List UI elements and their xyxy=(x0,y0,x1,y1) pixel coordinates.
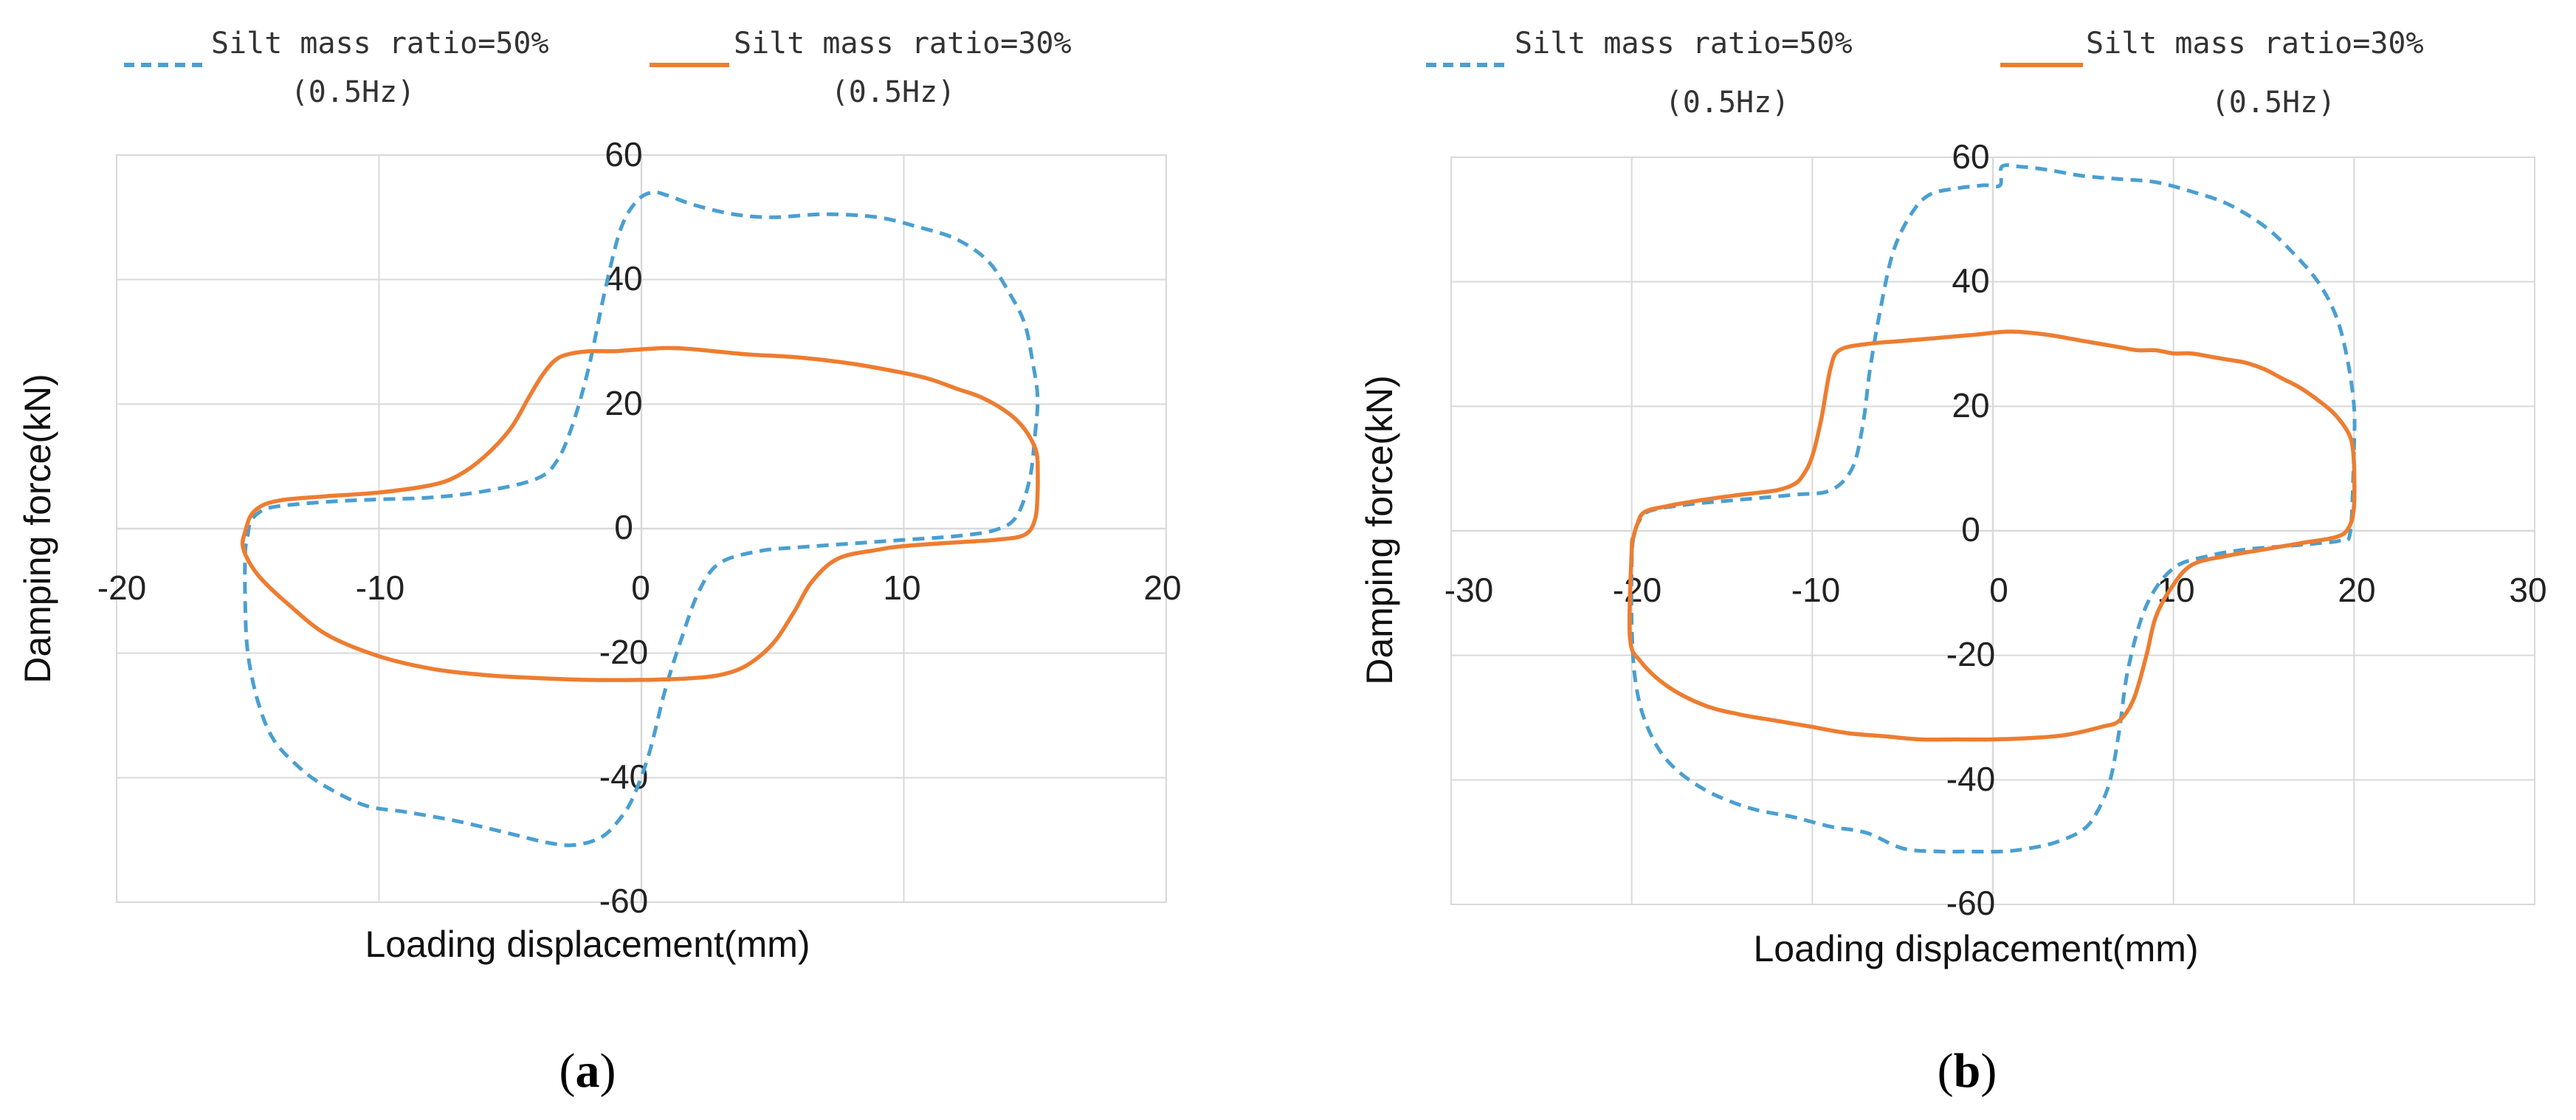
xaxis-title-b: Loading displacement(mm) xyxy=(1753,928,2198,969)
series-b-silt-30-line xyxy=(1627,329,2357,742)
ytick-a-60: 60 xyxy=(605,135,642,174)
yaxis-title-a: Damping force(kN) xyxy=(17,374,58,684)
ytick-b-20: 20 xyxy=(1952,386,1989,425)
ytick-a-m20: -20 xyxy=(599,633,648,671)
plot-frame-b xyxy=(1450,157,2535,905)
xtick-a-20: 20 xyxy=(1143,568,1181,607)
legend-a-sub-30: (0.5Hz) xyxy=(831,75,956,109)
xtick-b-m20: -20 xyxy=(1613,571,1661,609)
plot-area-a: 60 40 20 0 -20 -40 -60 -20 -10 0 10 20 xyxy=(97,135,1182,920)
legend-b-label-50: Silt mass ratio=50% xyxy=(1515,27,1853,61)
legend-b: Silt mass ratio=50% (0.5Hz) Silt mass ra… xyxy=(1426,27,2424,120)
xtick-labels-b: -30 -20 -10 0 10 20 30 xyxy=(1444,571,2547,609)
series-a-silt-30-line xyxy=(240,346,1040,682)
legend-a: Silt mass ratio=50% (0.5Hz) Silt mass ra… xyxy=(124,27,1072,109)
panel-label-b: (b) xyxy=(1938,1044,1997,1098)
ytick-a-20: 20 xyxy=(605,384,642,422)
xaxis-title-a: Loading displacement(mm) xyxy=(365,924,810,965)
ytick-a-m60: -60 xyxy=(599,882,648,920)
ytick-b-60: 60 xyxy=(1952,137,1989,176)
xtick-b-30: 30 xyxy=(2509,571,2546,609)
yaxis-title-b: Damping force(kN) xyxy=(1359,375,1400,685)
xtick-b-20: 20 xyxy=(2338,571,2375,609)
ytick-a-m40: -40 xyxy=(599,757,648,796)
xtick-b-m10: -10 xyxy=(1791,571,1840,609)
panel-b: Silt mass ratio=50% (0.5Hz) Silt mass ra… xyxy=(1359,27,2547,1098)
xtick-labels-a: -20 -10 0 10 20 xyxy=(97,568,1182,607)
legend-a-label-50: Silt mass ratio=50% xyxy=(211,27,549,61)
ytick-a-0: 0 xyxy=(614,508,633,546)
xtick-a-0: 0 xyxy=(631,568,650,607)
series-a-silt-50-line xyxy=(243,190,1040,848)
legend-a-sub-50: (0.5Hz) xyxy=(291,75,416,109)
xtick-a-m20: -20 xyxy=(97,568,146,607)
ytick-b-m60: -60 xyxy=(1946,884,1995,922)
xtick-a-10: 10 xyxy=(883,568,920,607)
ytick-b-m40: -40 xyxy=(1946,760,1995,798)
legend-b-sub-50: (0.5Hz) xyxy=(1665,86,1790,120)
xtick-b-0: 0 xyxy=(1989,571,2008,609)
legend-b-label-30: Silt mass ratio=30% xyxy=(2086,27,2424,61)
legend-a-label-30: Silt mass ratio=30% xyxy=(734,27,1072,61)
xtick-a-m10: -10 xyxy=(356,568,404,607)
xtick-b-m30: -30 xyxy=(1444,571,1493,609)
panel-a: Silt mass ratio=50% (0.5Hz) Silt mass ra… xyxy=(17,27,1182,1098)
ytick-b-m20: -20 xyxy=(1946,635,1995,673)
panel-label-a: (a) xyxy=(559,1044,616,1098)
ytick-b-40: 40 xyxy=(1952,261,1989,300)
plot-area-b: 60 40 20 0 -20 -40 -60 -30 -20 -10 0 10 … xyxy=(1444,137,2547,922)
plot-frame-a xyxy=(116,154,1167,903)
ytick-labels-b: 60 40 20 0 -20 -40 -60 xyxy=(1946,137,1995,922)
ytick-b-0: 0 xyxy=(1961,510,1980,549)
ytick-labels-a: 60 40 20 0 -20 -40 -60 xyxy=(599,135,648,920)
legend-b-sub-30: (0.5Hz) xyxy=(2211,86,2336,120)
